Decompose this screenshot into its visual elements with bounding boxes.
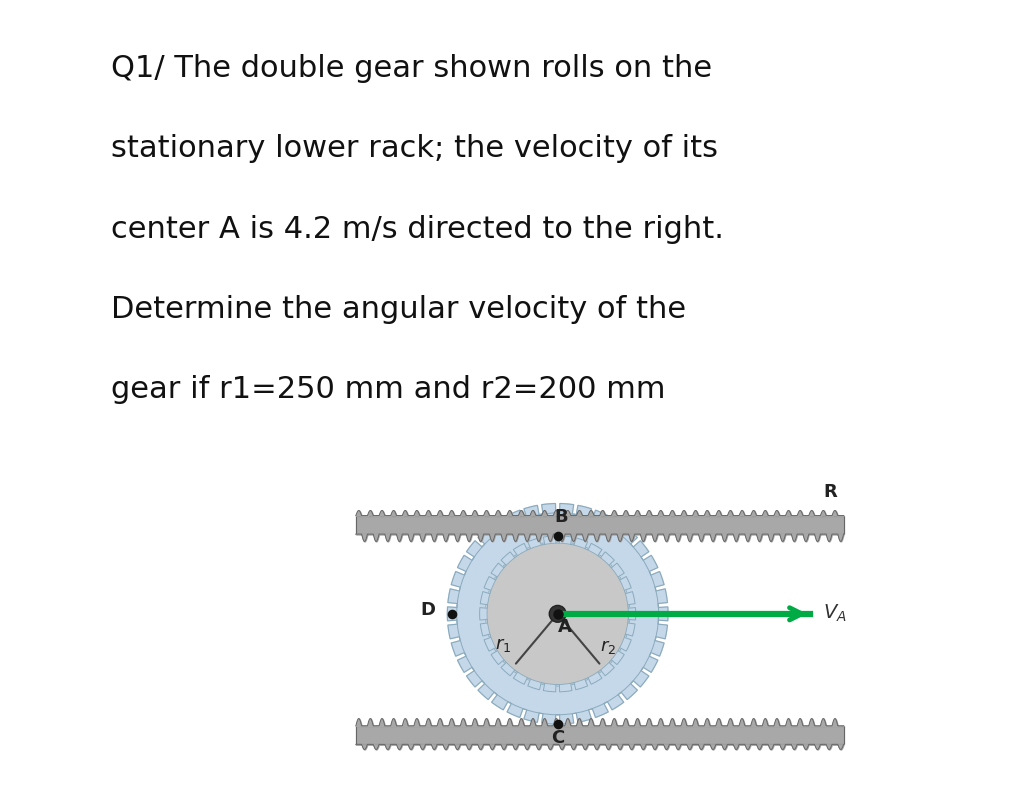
Circle shape: [549, 606, 566, 622]
Bar: [356, 516, 844, 534]
Text: center A is 4.2 m/s directed to the right.: center A is 4.2 m/s directed to the righ…: [111, 215, 724, 243]
Text: Determine the angular velocity of the: Determine the angular velocity of the: [111, 295, 686, 324]
Bar: [356, 726, 844, 745]
Polygon shape: [480, 535, 636, 692]
Text: $r_1$: $r_1$: [495, 635, 511, 654]
Point: [549, 717, 566, 730]
Text: R: R: [823, 483, 838, 501]
Text: A: A: [557, 618, 572, 636]
Text: D: D: [420, 602, 435, 619]
Polygon shape: [448, 504, 668, 724]
Text: gear if r1=250 mm and r2=200 mm: gear if r1=250 mm and r2=200 mm: [111, 375, 665, 405]
Text: C: C: [551, 729, 565, 747]
Text: $V_A$: $V_A$: [823, 603, 847, 625]
Point: [549, 607, 566, 620]
Text: Q1/ The double gear shown rolls on the: Q1/ The double gear shown rolls on the: [111, 53, 711, 83]
Circle shape: [485, 542, 630, 686]
Point: [444, 607, 460, 620]
Text: $r_2$: $r_2$: [600, 638, 615, 656]
Bar: [356, 516, 844, 534]
Text: B: B: [554, 508, 568, 527]
Point: [549, 529, 566, 542]
Circle shape: [487, 543, 629, 685]
Text: stationary lower rack; the velocity of its: stationary lower rack; the velocity of i…: [111, 134, 718, 163]
Bar: [356, 726, 844, 745]
Circle shape: [457, 513, 659, 715]
